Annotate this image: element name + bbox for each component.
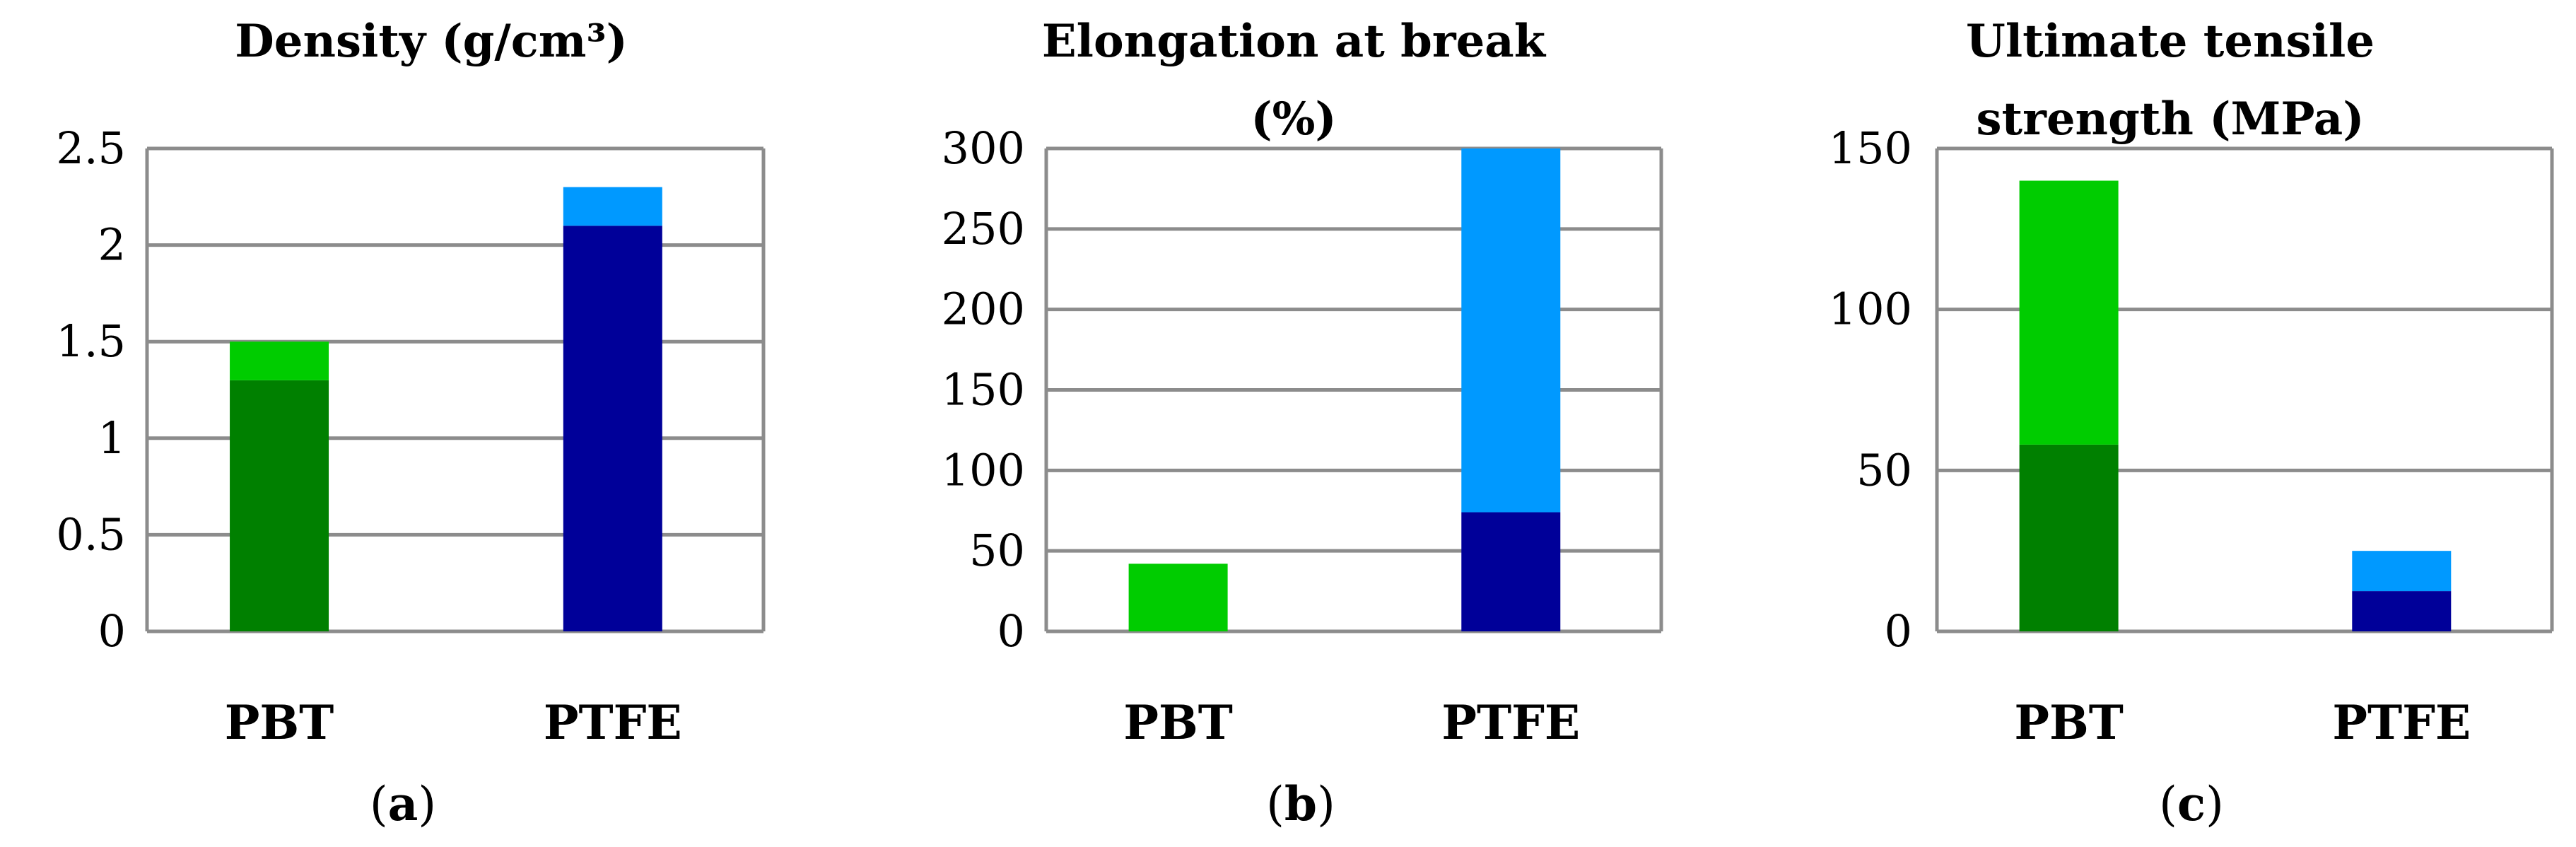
panel-b: Elongation at break (%) 0 50 100 150 200 250 300…	[942, 15, 1663, 831]
chart-title-line: Ultimate tensile	[1966, 15, 2375, 68]
bar-segment-ptfe	[2352, 551, 2452, 592]
x-category-label: PTFE	[1441, 695, 1580, 750]
y-tick-label: 1.5	[56, 315, 126, 367]
panel-label-open: (	[370, 777, 388, 831]
bar-segment-pbt	[230, 380, 329, 631]
panel-label-close: )	[1317, 777, 1335, 831]
bar-segment-pbt	[230, 341, 329, 380]
y-tick-label: 100	[942, 444, 1025, 496]
panel-label: (c)	[2159, 776, 2224, 831]
bar-segment-pbt	[2019, 444, 2119, 631]
bar-segment-pbt	[1128, 563, 1228, 631]
bar-segment-pbt	[2019, 180, 2119, 445]
x-category-label: PTFE	[2332, 695, 2471, 750]
y-tick-label: 150	[942, 364, 1025, 416]
chart-title-line: strength (MPa)	[1977, 93, 2365, 146]
bar-segment-ptfe	[2352, 591, 2452, 631]
y-tick-label: 2	[98, 219, 126, 271]
chart-title-line: Density (g/cm³)	[235, 15, 628, 68]
y-tick-label: 0.5	[56, 508, 126, 560]
panel-label-close: )	[2206, 777, 2224, 831]
panel-label-letter: c	[2177, 776, 2206, 831]
y-tick-label: 50	[969, 525, 1025, 576]
bar-segment-ptfe	[1461, 512, 1561, 631]
chart-title-line: (%)	[1251, 93, 1336, 146]
y-tick-label: 0	[1885, 605, 1912, 657]
bar-segment-ptfe	[563, 226, 662, 631]
panel-label: (a)	[370, 776, 436, 831]
panel-label: (b)	[1266, 776, 1335, 831]
x-category-label: PBT	[225, 695, 334, 750]
panel-label-open: (	[1266, 777, 1284, 831]
panel-label-letter: b	[1284, 776, 1317, 831]
chart-title-line: Elongation at break	[1042, 15, 1547, 68]
y-tick-label: 1	[98, 412, 126, 464]
panel-label-open: (	[2159, 777, 2177, 831]
x-category-label: PBT	[1123, 695, 1233, 750]
y-tick-label: 2.5	[56, 122, 126, 174]
y-tick-label: 200	[942, 284, 1025, 335]
x-category-label: PBT	[2014, 695, 2124, 750]
bar-segment-ptfe	[1461, 148, 1561, 513]
y-tick-label: 250	[942, 203, 1025, 255]
y-tick-label: 300	[942, 122, 1025, 174]
y-tick-label: 100	[1829, 284, 1912, 335]
y-tick-label: 50	[1856, 444, 1912, 496]
panel-c: Ultimate tensile strength (MPa) 0 50 100 150 P…	[1829, 15, 2554, 831]
y-tick-label: 0	[997, 605, 1025, 657]
panel-label-close: )	[418, 777, 436, 831]
x-category-label: PTFE	[544, 695, 682, 750]
panel-a: Density (g/cm³) 0 0.5 1 1.5 2 2.5 PBT PTFE (a)	[56, 15, 766, 831]
y-tick-label: 0	[98, 605, 126, 657]
panel-label-letter: a	[388, 776, 418, 831]
y-tick-label: 150	[1829, 122, 1912, 174]
bar-segment-ptfe	[563, 187, 662, 226]
